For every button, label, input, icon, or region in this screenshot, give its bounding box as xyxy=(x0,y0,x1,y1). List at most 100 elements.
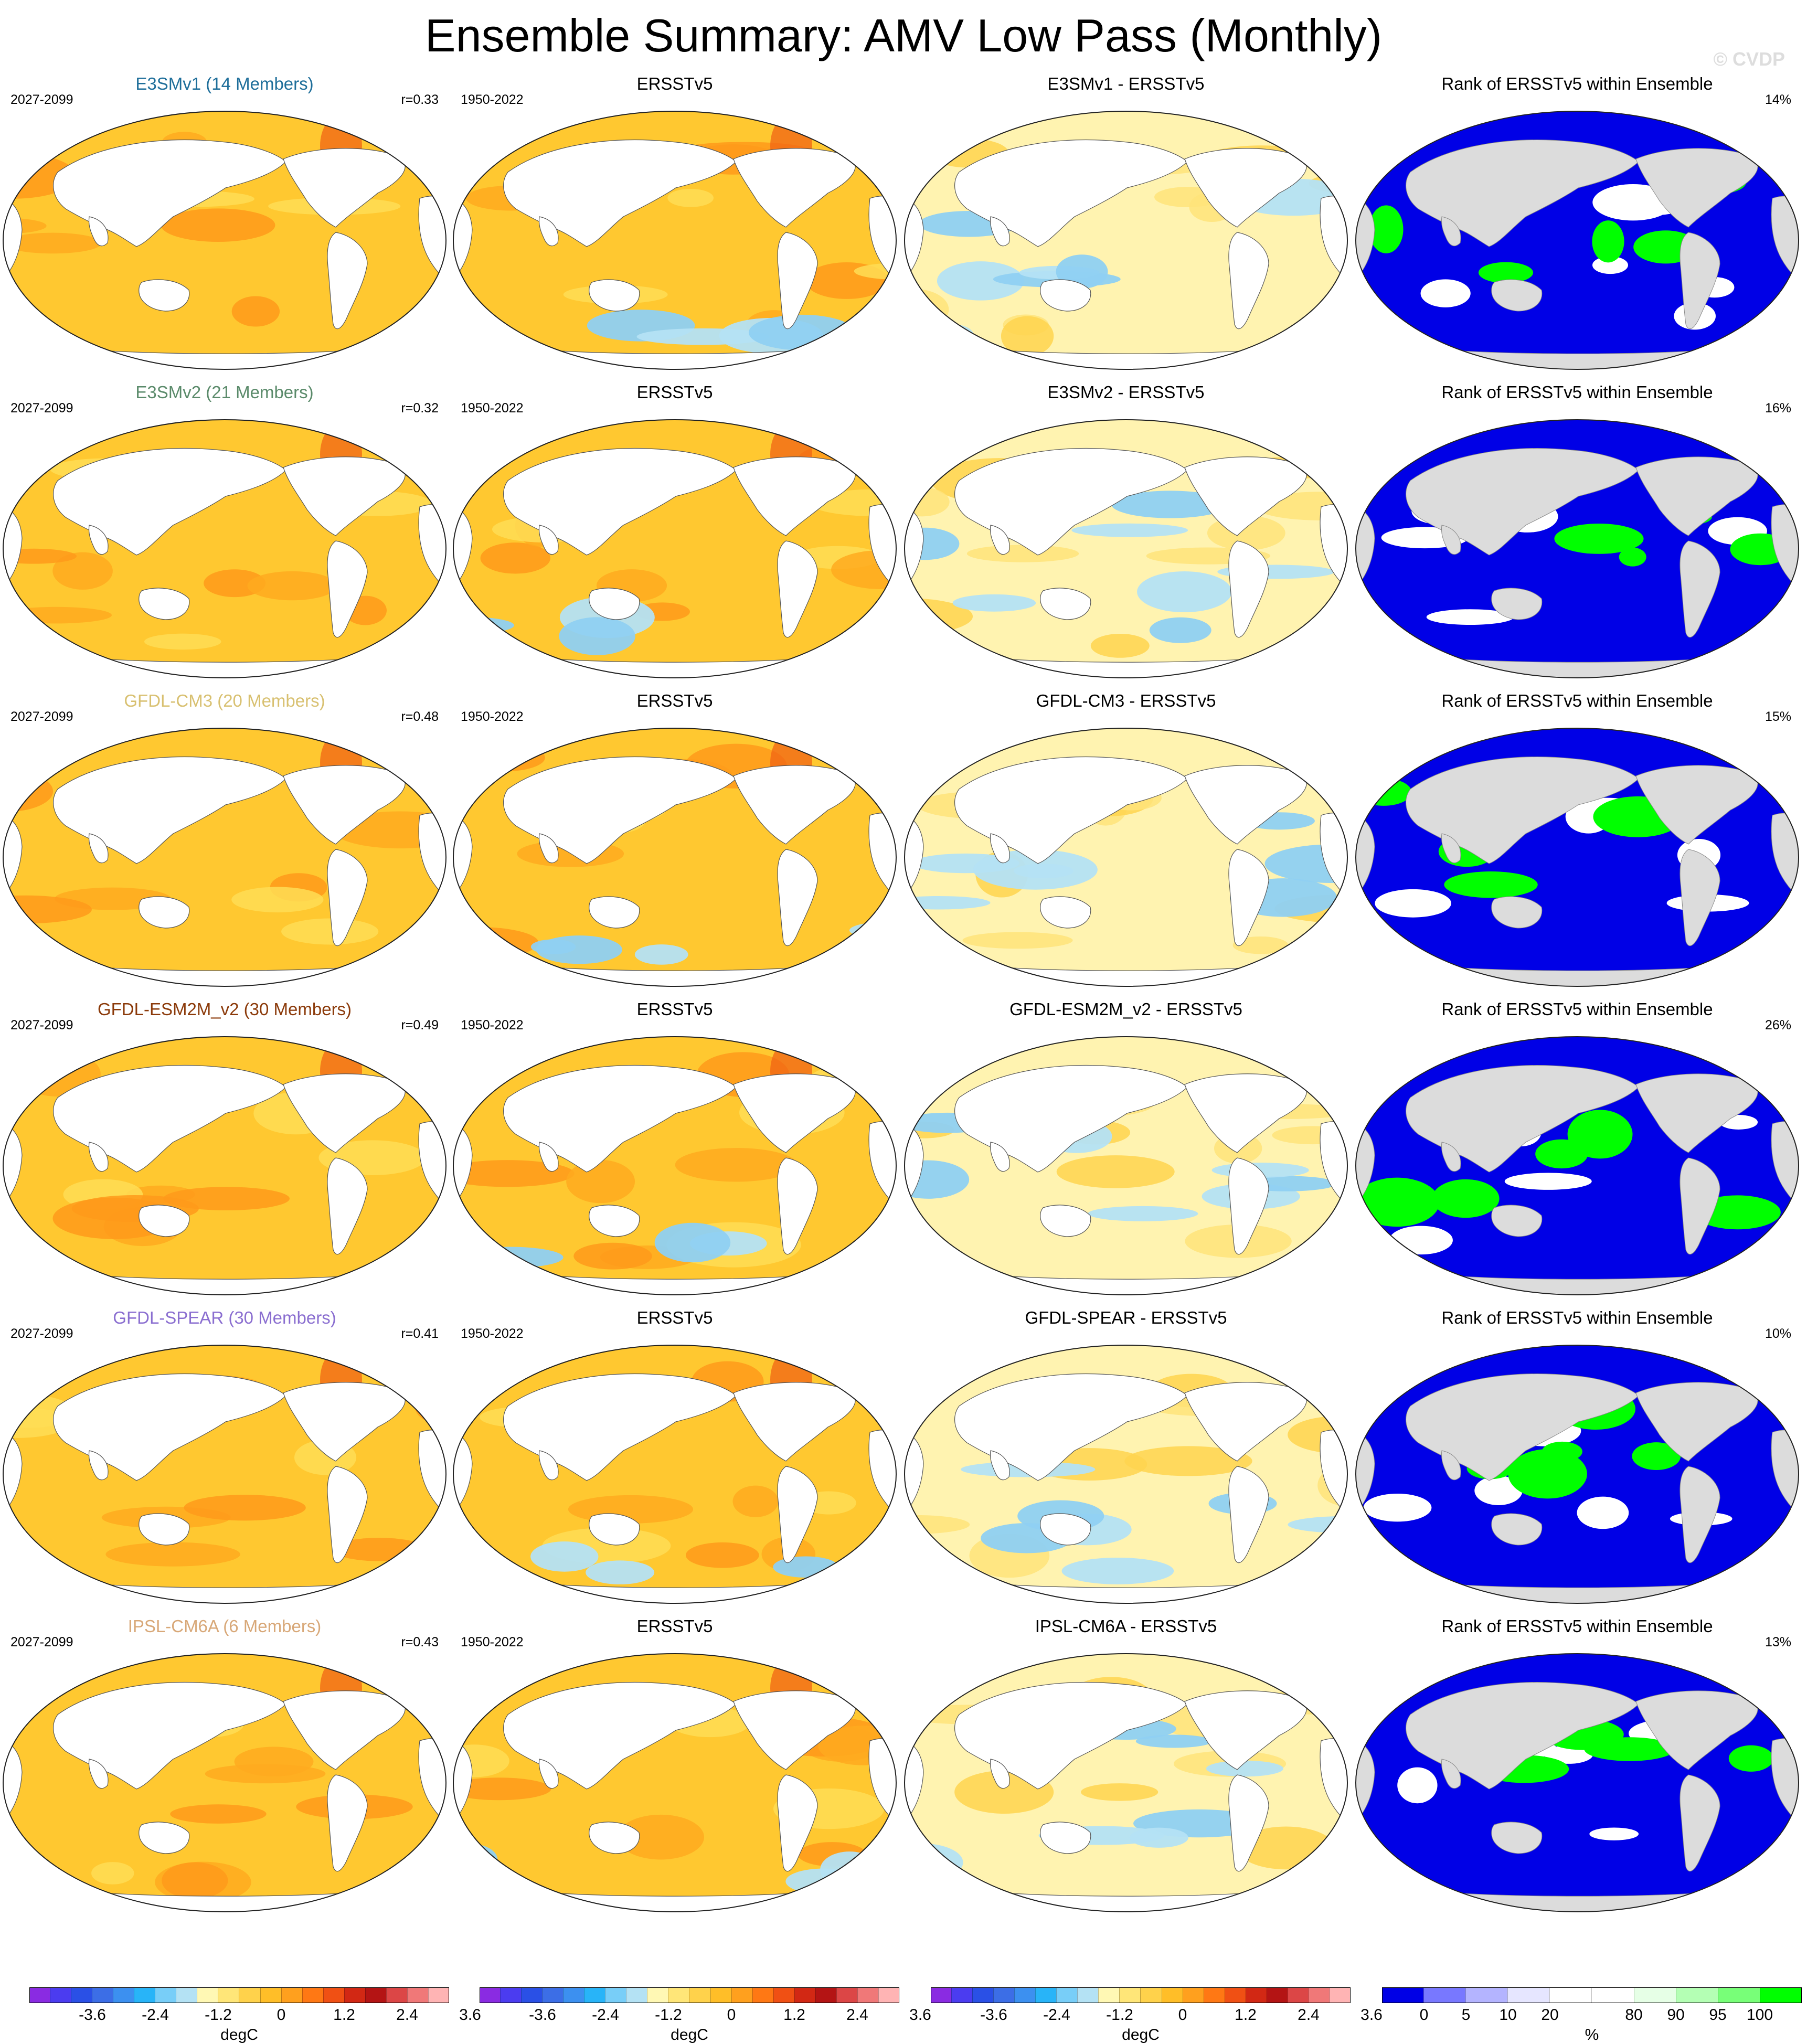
period-label: 1950-2022 xyxy=(461,709,524,724)
map-panel-rank: Rank of ERSSTv5 within Ensemble 26% xyxy=(1353,999,1802,1298)
colorbar-tick-label: -1.2 xyxy=(1106,2006,1133,2024)
colorbar-swatch xyxy=(1382,1987,1424,2003)
colorbar-swatch xyxy=(1203,1987,1225,2003)
rank-title: Rank of ERSSTv5 within Ensemble xyxy=(1441,382,1713,402)
period-label: 2027-2099 xyxy=(10,92,73,107)
colorbar-swatch xyxy=(323,1987,344,2003)
colorbar-tick-label: 1.2 xyxy=(783,2006,805,2024)
map-panel-rank: Rank of ERSSTv5 within Ensemble 10% xyxy=(1353,1307,1802,1606)
colorbar-swatch xyxy=(668,1987,689,2003)
rank-percent-label: 10% xyxy=(1765,1326,1791,1341)
period-label: 1950-2022 xyxy=(461,92,524,107)
sst-pattern-map xyxy=(904,419,1348,678)
rank-percent-label: 16% xyxy=(1765,401,1791,416)
colorbar-tick-label: 1.2 xyxy=(1235,2006,1257,2024)
map-panel-rank: Rank of ERSSTv5 within Ensemble 13% xyxy=(1353,1616,1802,1915)
pattern-correlation-label: r=0.48 xyxy=(401,709,439,724)
sst-colorbar: -3.6 -2.4 -1.2 0 1.2 2.4 3.6 degC xyxy=(931,1987,1383,2043)
map-panel-model: IPSL-CM6A (6 Members) 2027-2099 r=0.43 xyxy=(0,1616,449,1915)
colorbar-swatch xyxy=(773,1987,794,2003)
rank-percent-label: 26% xyxy=(1765,1018,1791,1032)
pattern-correlation-label: r=0.43 xyxy=(401,1635,439,1649)
colorbar-swatch xyxy=(1077,1987,1099,2003)
observation-title: ERSSTv5 xyxy=(636,691,713,710)
period-label: 2027-2099 xyxy=(10,1326,73,1341)
sst-pattern-map xyxy=(453,111,897,370)
period-label: 2027-2099 xyxy=(10,401,73,416)
colorbar-tick-label: 95 xyxy=(1709,2006,1727,2024)
sst-pattern-map xyxy=(453,1653,897,1912)
colorbar-tick-label: -1.2 xyxy=(205,2006,232,2024)
colorbar-swatch xyxy=(134,1987,155,2003)
colorbar-tick-label: 100 xyxy=(1746,2006,1773,2024)
observation-title: ERSSTv5 xyxy=(636,382,713,402)
model-ensemble-title: GFDL-CM3 (20 Members) xyxy=(124,691,325,710)
colorbar-swatch xyxy=(365,1987,386,2003)
colorbar-tick-label: 0 xyxy=(1178,2006,1187,2024)
colorbar-swatch xyxy=(1717,1987,1760,2003)
colorbar-swatch xyxy=(563,1987,584,2003)
colorbar-swatch xyxy=(176,1987,197,2003)
map-panel-rank: Rank of ERSSTv5 within Ensemble 14% xyxy=(1353,73,1802,372)
colorbar-swatch xyxy=(1056,1987,1078,2003)
map-panel-obs: ERSSTv5 1950-2022 xyxy=(450,690,899,989)
colorbar-swatch xyxy=(1591,1987,1634,2003)
colorbar-tick-label: -2.4 xyxy=(142,2006,169,2024)
period-label: 1950-2022 xyxy=(461,401,524,416)
colorbar-swatch xyxy=(29,1987,50,2003)
colorbar-swatch xyxy=(1423,1987,1466,2003)
model-ensemble-title: IPSL-CM6A (6 Members) xyxy=(127,1616,322,1636)
colorbar-tick-label: 80 xyxy=(1625,2006,1643,2024)
colorbar-swatch xyxy=(1224,1987,1246,2003)
colorbar-swatch xyxy=(931,1987,952,2003)
colorbar-swatch xyxy=(1098,1987,1120,2003)
colorbar-swatch xyxy=(794,1987,815,2003)
model-ensemble-title: E3SMv1 (14 Members) xyxy=(135,74,314,93)
colorbar-tick-label: 90 xyxy=(1667,2006,1685,2024)
colorbar-swatch xyxy=(197,1987,218,2003)
sst-pattern-map xyxy=(3,111,447,370)
rank-map xyxy=(1355,1653,1799,1912)
colorbar-swatch xyxy=(480,1987,501,2003)
colorbar-swatch xyxy=(428,1987,449,2003)
colorbar-swatch xyxy=(1161,1987,1183,2003)
colorbar-swatch xyxy=(500,1987,522,2003)
map-panel-model: GFDL-SPEAR (30 Members) 2027-2099 r=0.41 xyxy=(0,1307,449,1606)
colorbar-swatch xyxy=(1119,1987,1141,2003)
colorbar-swatch xyxy=(647,1987,668,2003)
colorbar-tick-label: 0 xyxy=(727,2006,736,2024)
colorbar-frame xyxy=(480,1987,899,2003)
rank-title: Rank of ERSSTv5 within Ensemble xyxy=(1441,1616,1713,1636)
map-panel-diff: GFDL-CM3 - ERSSTv5 xyxy=(901,690,1351,989)
period-label: 1950-2022 xyxy=(461,1635,524,1649)
sst-pattern-map xyxy=(904,728,1348,987)
colorbar-swatch xyxy=(281,1987,302,2003)
map-panel-diff: E3SMv2 - ERSSTv5 xyxy=(901,382,1351,681)
colorbar-tick-label: 0 xyxy=(1419,2006,1429,2024)
colorbar-swatch xyxy=(1308,1987,1330,2003)
colorbar-swatch xyxy=(218,1987,239,2003)
colorbar-swatch xyxy=(1245,1987,1267,2003)
colorbar-swatch xyxy=(260,1987,281,2003)
colorbar-tick-label: 2.4 xyxy=(846,2006,868,2024)
colorbar-tick-label: -1.2 xyxy=(655,2006,682,2024)
map-panel-obs: ERSSTv5 1950-2022 xyxy=(450,1307,899,1606)
colorbar-swatch xyxy=(815,1987,836,2003)
sst-pattern-map xyxy=(3,1345,447,1604)
map-panel-obs: ERSSTv5 1950-2022 xyxy=(450,382,899,681)
colorbar-units: degC xyxy=(1122,2026,1160,2043)
colorbar-tick-label: -2.4 xyxy=(592,2006,619,2024)
colorbar-tick-label: -3.6 xyxy=(980,2006,1007,2024)
sst-pattern-map xyxy=(3,1653,447,1912)
map-panel-obs: ERSSTv5 1950-2022 xyxy=(450,73,899,372)
rank-title: Rank of ERSSTv5 within Ensemble xyxy=(1441,1308,1713,1327)
colorbar-tick-label: 3.6 xyxy=(909,2006,931,2024)
sst-pattern-map xyxy=(904,1653,1348,1912)
colorbar-swatch xyxy=(1329,1987,1351,2003)
colorbar-tick-label: -3.6 xyxy=(79,2006,106,2024)
rank-percent-label: 15% xyxy=(1765,709,1791,724)
difference-title: GFDL-ESM2M_v2 - ERSSTv5 xyxy=(1009,999,1242,1019)
difference-title: GFDL-CM3 - ERSSTv5 xyxy=(1036,691,1216,710)
rank-percent-label: 14% xyxy=(1765,92,1791,107)
